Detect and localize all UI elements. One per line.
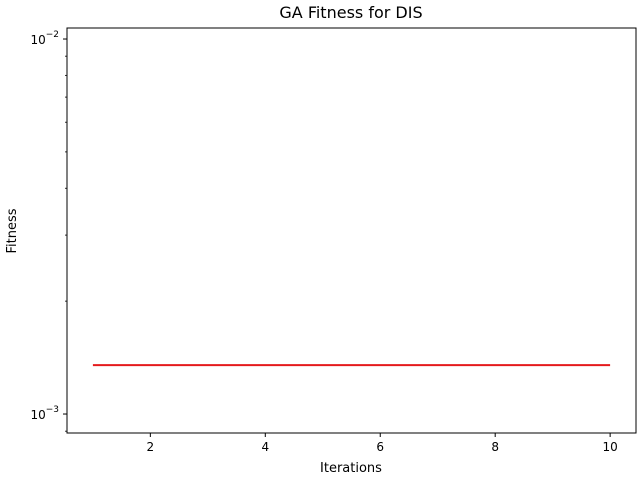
x-tick-label: 8	[491, 440, 499, 454]
y-axis-label: Fitness	[5, 208, 20, 253]
plot-frame	[66, 27, 637, 434]
x-tick-label: 2	[147, 440, 155, 454]
chart-title: GA Fitness for DIS	[279, 3, 422, 22]
plot-area: 2 4 6 8 10 10−3 10−2	[30, 27, 637, 454]
x-axis-label: Iterations	[320, 461, 382, 476]
x-tick-label: 6	[376, 440, 384, 454]
x-tick-label: 4	[261, 440, 269, 454]
y-tick-label: 10−3	[30, 405, 59, 422]
y-tick-label: 10−2	[30, 30, 59, 47]
x-tick-label: 10	[602, 440, 617, 454]
